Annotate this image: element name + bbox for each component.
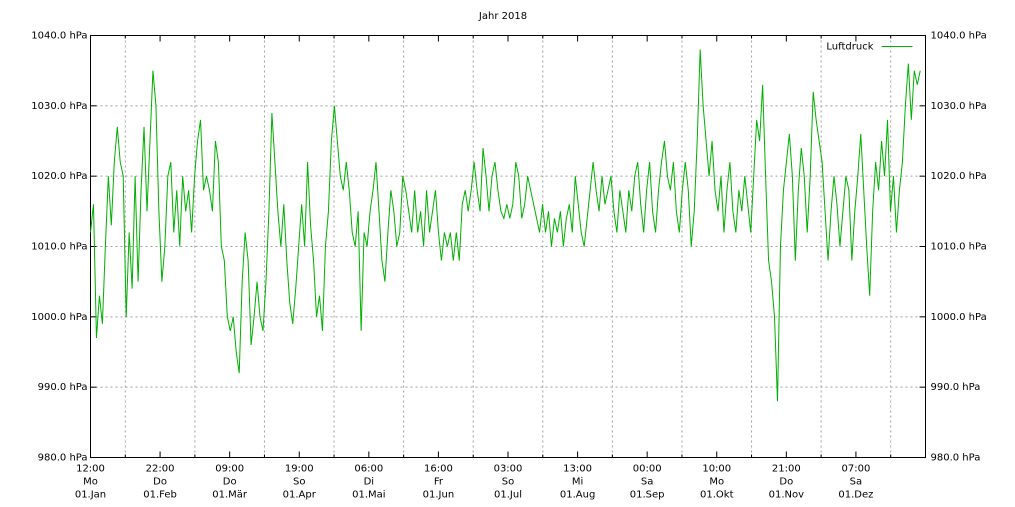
x-tick-label-line: 00:00 (633, 464, 662, 475)
x-tick-label-line: 01.Sep (630, 490, 665, 501)
x-tick-label: 12:00 Mo 01.Jan (75, 464, 106, 501)
x-tick-label-line: 01.Jun (423, 490, 455, 501)
x-tick-label-line: 01.Jul (494, 490, 522, 501)
x-tick-label: 06:00 Di 01.Mai (352, 464, 385, 501)
y2-tick-label: 980.0 hPa (931, 453, 981, 464)
x-tick-label-line: 01.Feb (143, 490, 177, 501)
y-tick-label: 1040.0 hPa (31, 31, 87, 42)
x-tick-label: 09:00 Do 01.Mär (212, 464, 248, 501)
x-tick-label-line: 01.Dez (838, 490, 873, 501)
x-tick-label: 16:00 Fr 01.Jun (423, 464, 455, 501)
x-tick-label-line: 01.Mai (352, 490, 385, 501)
x-tick-label-line: 21:00 (772, 464, 801, 475)
x-tick-label: 00:00 Sa 01.Sep (630, 464, 665, 501)
x-tick-label-line: 01.Jan (75, 490, 106, 501)
y2-tick-label: 990.0 hPa (931, 382, 981, 393)
x-tick-label: 21:00 Do 01.Nov (769, 464, 805, 501)
x-tick-label-line: 01.Mär (212, 490, 248, 501)
x-tick-label-line: 10:00 (702, 464, 731, 475)
y-tick-label: 990.0 hPa (38, 382, 88, 393)
x-tick-label-line: 22:00 (146, 464, 175, 475)
x-tick-label-line: 06:00 (354, 464, 383, 475)
x-tick-label-line: So (502, 477, 514, 488)
x-tick-label: 19:00 So 01.Apr (283, 464, 317, 501)
x-tick-label-line: 13:00 (563, 464, 592, 475)
x-tick-label-line: Mo (709, 477, 724, 488)
x-tick-label: 07:00 Sa 01.Dez (838, 464, 873, 501)
x-tick-label-line: Do (223, 477, 237, 488)
x-tick-label-line: 03:00 (494, 464, 523, 475)
x-tick-label: 03:00 So 01.Jul (494, 464, 523, 501)
y-tick-label: 980.0 hPa (38, 453, 88, 464)
y2-tick-label: 1000.0 hPa (931, 312, 987, 323)
x-tick-label: 10:00 Mo 01.Okt (700, 464, 734, 501)
y2-tick-label: 1010.0 hPa (931, 242, 987, 253)
x-tick-label-line: 09:00 (215, 464, 244, 475)
x-tick-label-line: Do (779, 477, 793, 488)
x-tick-label-line: 16:00 (424, 464, 453, 475)
x-tick-label-line: Mi (572, 477, 583, 488)
x-tick-label-line: 12:00 (76, 464, 105, 475)
x-tick-label-line: 07:00 (842, 464, 871, 475)
x-tick-label-line: Fr (434, 477, 444, 488)
x-tick-label-line: Sa (850, 477, 862, 488)
y-tick-label: 1010.0 hPa (31, 242, 87, 253)
x-tick-label-line: Sa (641, 477, 653, 488)
y2-tick-label: 1020.0 hPa (931, 171, 987, 182)
x-tick-label: 22:00 Do 01.Feb (143, 464, 177, 501)
line-series (90, 49, 921, 402)
x-tick-label-line: 01.Aug (560, 490, 595, 501)
y-tick-label: 1000.0 hPa (31, 312, 87, 323)
y2-tick-label: 1030.0 hPa (931, 101, 987, 112)
legend-label: Luftdruck (826, 42, 873, 53)
x-tick-label-line: 01.Nov (769, 490, 805, 501)
x-tick-label-line: Mo (83, 477, 98, 488)
x-tick-label-line: 01.Apr (283, 490, 317, 501)
x-tick-label-line: 19:00 (285, 464, 314, 475)
chart-title: Jahr 2018 (478, 11, 527, 22)
x-tick-label-line: 01.Okt (700, 490, 734, 501)
y-tick-label: 1020.0 hPa (31, 171, 87, 182)
x-tick-label-line: Do (153, 477, 167, 488)
x-tick-label-line: Di (364, 477, 374, 488)
y-tick-label: 1030.0 hPa (31, 101, 87, 112)
x-tick-label-line: So (293, 477, 305, 488)
y2-tick-label: 1040.0 hPa (931, 31, 987, 42)
x-tick-label: 13:00 Mi 01.Aug (560, 464, 595, 501)
